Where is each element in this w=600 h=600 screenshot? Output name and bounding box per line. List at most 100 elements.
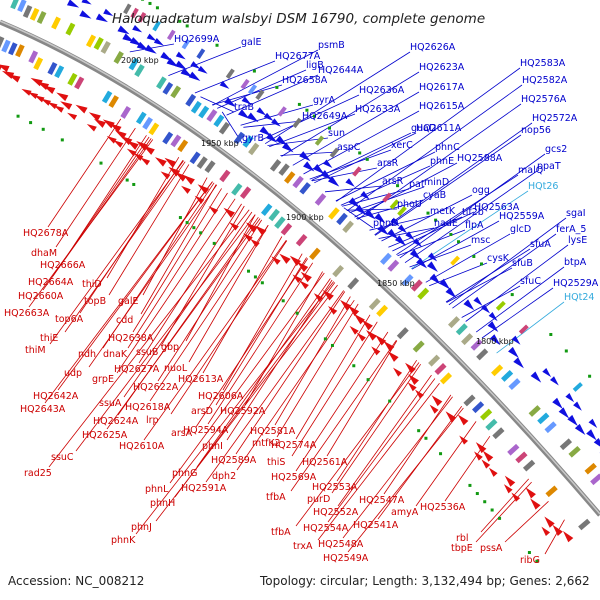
feature-block[interactable] — [213, 114, 225, 128]
feature-block[interactable] — [196, 156, 208, 169]
reverse-gene-arrow[interactable] — [46, 100, 58, 110]
forward-gene-label[interactable]: nop56 — [521, 125, 551, 136]
forward-gene-label[interactable]: HQt24 — [564, 292, 594, 303]
feature-block[interactable] — [568, 445, 581, 458]
forward-gene-label[interactable]: HQ2583A — [520, 58, 566, 69]
forward-gene-label[interactable]: malQ — [518, 165, 543, 176]
forward-gene-label[interactable]: traB — [234, 102, 254, 113]
feature-block[interactable] — [485, 418, 498, 431]
feature-block[interactable] — [239, 186, 252, 199]
reverse-gene-label[interactable]: HQ2638A — [108, 333, 154, 344]
forward-gene-arrow[interactable] — [530, 371, 544, 385]
forward-gene-arrow[interactable] — [390, 217, 401, 229]
reverse-gene-arrow[interactable] — [403, 360, 416, 374]
reverse-gene-label[interactable]: HQ2548A — [318, 539, 364, 550]
reverse-gene-arrow[interactable] — [132, 151, 144, 161]
forward-gene-label[interactable]: HQ2633A — [355, 104, 401, 115]
forward-gene-label[interactable]: HQ2644A — [318, 65, 364, 76]
feature-block[interactable] — [242, 135, 254, 148]
reverse-gene-label[interactable]: HQ2553A — [312, 482, 358, 493]
feature-block[interactable] — [309, 247, 321, 260]
reverse-gene-arrow[interactable] — [472, 450, 483, 461]
feature-block[interactable] — [152, 20, 161, 32]
feature-block[interactable] — [268, 208, 280, 222]
reverse-gene-arrow[interactable] — [101, 117, 115, 129]
forward-gene-arrow[interactable] — [481, 304, 492, 315]
forward-gene-arrow[interactable] — [153, 38, 165, 48]
reverse-gene-label[interactable]: HQ2569A — [271, 472, 317, 483]
reverse-gene-arrow[interactable] — [221, 205, 235, 218]
forward-gene-arrow[interactable] — [463, 299, 476, 312]
reverse-gene-arrow[interactable] — [112, 138, 124, 148]
reverse-gene-arrow[interactable] — [443, 409, 457, 423]
feature-block[interactable] — [545, 485, 558, 498]
forward-gene-arrow[interactable] — [427, 252, 439, 263]
reverse-gene-label[interactable]: mtfK2 — [252, 438, 281, 449]
reverse-gene-label[interactable]: HQ2549A — [323, 553, 369, 564]
forward-gene-arrow[interactable] — [552, 397, 565, 411]
feature-block[interactable] — [299, 182, 311, 195]
feature-block[interactable] — [518, 324, 529, 335]
forward-gene-arrow[interactable] — [132, 25, 143, 35]
feature-block[interactable] — [389, 199, 400, 210]
forward-gene-label[interactable]: gcs2 — [545, 144, 567, 155]
feature-block[interactable] — [314, 193, 327, 206]
forward-gene-arrow[interactable] — [81, 0, 92, 7]
feature-block[interactable] — [225, 68, 235, 79]
reverse-gene-label[interactable]: tfbA — [266, 492, 286, 503]
forward-gene-label[interactable]: xerC — [391, 140, 413, 151]
forward-gene-arrow[interactable] — [44, 0, 58, 3]
forward-gene-arrow[interactable] — [488, 312, 500, 323]
forward-gene-arrow[interactable] — [188, 71, 203, 84]
forward-gene-arrow[interactable] — [136, 41, 151, 54]
reverse-gene-arrow[interactable] — [502, 482, 513, 494]
forward-gene-arrow[interactable] — [429, 273, 443, 287]
reverse-gene-label[interactable]: HQ2678A — [23, 228, 69, 239]
reverse-gene-label[interactable]: HQ2541A — [353, 520, 399, 531]
feature-block[interactable] — [247, 84, 258, 95]
forward-gene-label[interactable]: ligB — [306, 60, 324, 71]
feature-block[interactable] — [190, 100, 202, 114]
reverse-gene-arrow[interactable] — [360, 317, 373, 331]
reverse-gene-arrow[interactable] — [457, 434, 469, 445]
reverse-gene-label[interactable]: HQ2547A — [359, 495, 405, 506]
forward-gene-label[interactable]: galE — [241, 37, 262, 48]
feature-block[interactable] — [336, 212, 348, 226]
reverse-gene-arrow[interactable] — [7, 71, 21, 83]
feature-block[interactable] — [455, 323, 468, 336]
reverse-gene-label[interactable]: HQ2554A — [303, 523, 349, 534]
forward-gene-label[interactable]: HQ2623A — [419, 62, 465, 73]
feature-block[interactable] — [130, 7, 139, 19]
reverse-gene-label[interactable]: arsD — [191, 406, 213, 417]
forward-gene-arrow[interactable] — [241, 96, 253, 107]
reverse-gene-label[interactable]: HQ2627A — [114, 364, 160, 375]
feature-block[interactable] — [156, 76, 167, 90]
feature-block[interactable] — [397, 206, 407, 217]
forward-gene-label[interactable]: ppaT — [537, 161, 561, 172]
reverse-gene-label[interactable]: lrp — [146, 415, 159, 426]
feature-block[interactable] — [376, 304, 389, 317]
feature-block[interactable] — [248, 142, 260, 156]
feature-block[interactable] — [134, 64, 145, 78]
reverse-gene-arrow[interactable] — [248, 237, 260, 248]
reverse-gene-arrow[interactable] — [312, 291, 324, 302]
reverse-gene-arrow[interactable] — [299, 269, 312, 283]
feature-block[interactable] — [292, 117, 302, 129]
reverse-gene-label[interactable]: galE — [118, 296, 139, 307]
forward-gene-arrow[interactable] — [160, 51, 174, 64]
forward-gene-label[interactable]: msc — [471, 235, 490, 246]
forward-gene-arrow[interactable] — [416, 257, 429, 271]
forward-gene-label[interactable]: nadE — [434, 218, 458, 229]
forward-gene-arrow[interactable] — [197, 65, 209, 76]
forward-gene-arrow[interactable] — [117, 25, 131, 37]
reverse-gene-arrow[interactable] — [550, 523, 563, 536]
reverse-gene-arrow[interactable] — [193, 194, 205, 204]
forward-gene-arrow[interactable] — [37, 0, 51, 1]
forward-gene-label[interactable]: sfuC — [520, 276, 541, 287]
forward-gene-label[interactable]: btpA — [564, 257, 587, 268]
feature-block[interactable] — [0, 36, 5, 50]
reverse-gene-label[interactable]: HQ2561A — [302, 457, 348, 468]
reverse-gene-arrow[interactable] — [244, 220, 258, 233]
forward-gene-label[interactable]: HQ2563A — [474, 202, 520, 213]
reverse-gene-arrow[interactable] — [139, 155, 151, 166]
